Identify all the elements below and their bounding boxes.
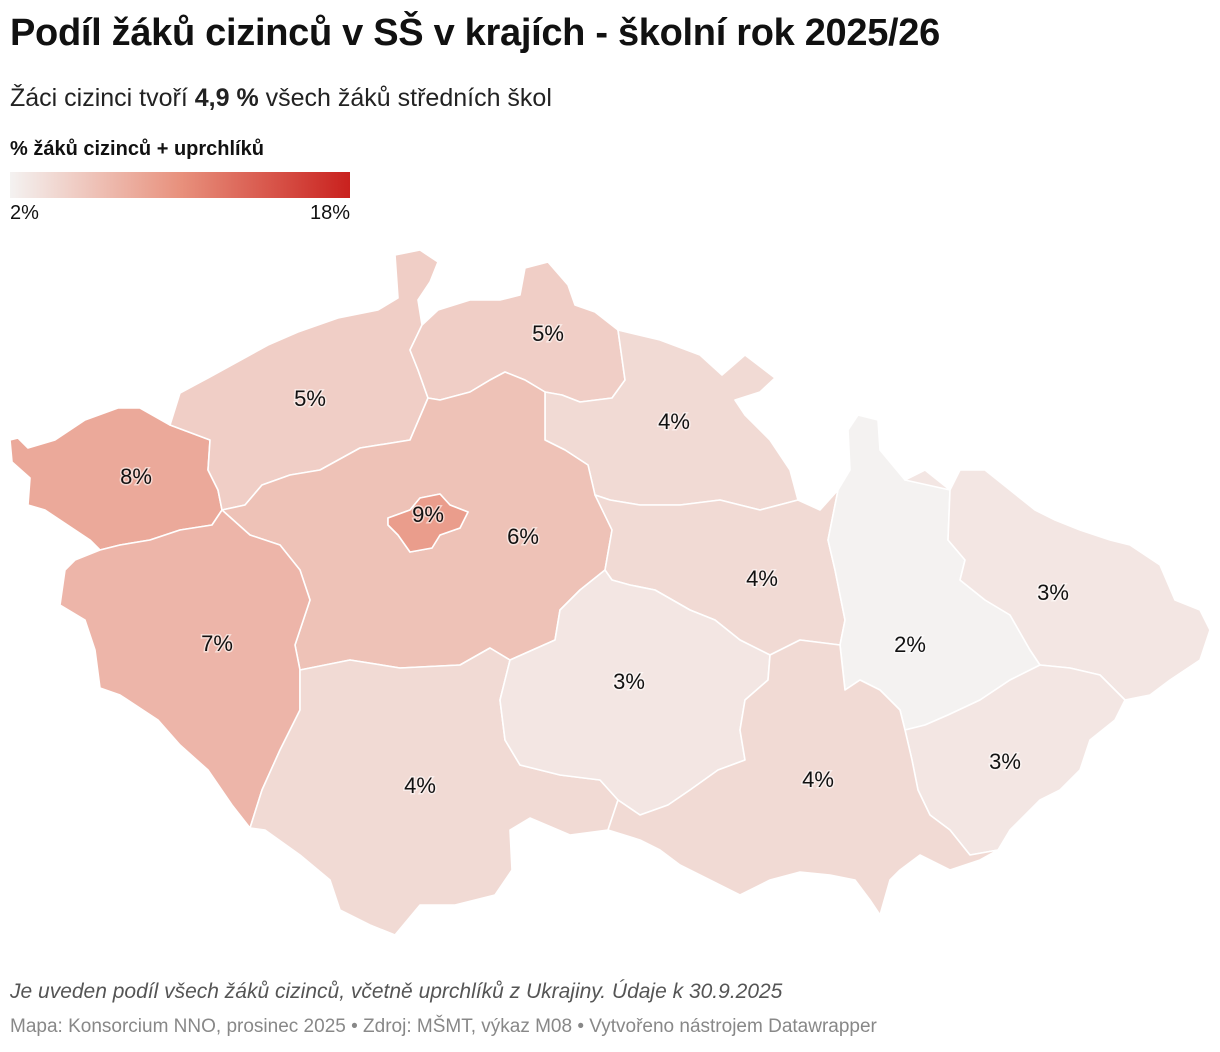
label-pardubicky: 4%	[746, 566, 778, 591]
label-ustecky: 5%	[294, 386, 326, 411]
label-stredocesky: 6%	[507, 524, 539, 549]
legend-color-scale	[10, 172, 350, 198]
subtitle-highlight-value: 4,9 %	[194, 84, 259, 112]
legend-title: % žáků cizinců + uprchlíků	[10, 138, 264, 160]
label-vysocina: 3%	[613, 669, 645, 694]
subtitle-text-end: všech žáků středních škol	[258, 84, 552, 112]
choropleth-map: 8% 5% 5% 4% 9% 6% 7% 4% 2% 3% 3% 4% 4% 3…	[9, 249, 1211, 936]
region-moravskoslezsky[interactable]	[904, 469, 1211, 701]
label-karlovarsky: 8%	[120, 464, 152, 489]
label-kralovehradecky: 4%	[658, 409, 690, 434]
label-liberecky: 5%	[532, 321, 564, 346]
map-title: Podíl žáků cizinců v SŠ v krajích - škol…	[10, 12, 940, 54]
map-subtitle: Žáci cizinci tvoří 4,9 % všech žáků stře…	[10, 84, 552, 113]
legend-max-label: 18%	[309, 202, 350, 224]
label-moravskoslezsky: 3%	[1037, 580, 1069, 605]
label-zlinsky: 3%	[989, 749, 1021, 774]
label-jihomoravsky: 4%	[802, 767, 834, 792]
subtitle-text-start: Žáci cizinci tvoří	[10, 84, 195, 112]
label-plzensky: 7%	[201, 631, 233, 656]
label-olomoucky: 2%	[894, 632, 926, 657]
footnote: Je uveden podíl všech žáků cizinců, včet…	[10, 980, 783, 1003]
label-jihocesky: 4%	[404, 773, 436, 798]
label-praha: 9%	[412, 502, 444, 527]
region-jihomoravsky[interactable]	[607, 639, 999, 916]
legend-min-label: 2%	[10, 202, 39, 224]
source-credit: Mapa: Konsorcium NNO, prosinec 2025 • Zd…	[10, 1016, 877, 1037]
region-praha[interactable]	[387, 493, 469, 553]
region-labels: 8% 5% 5% 4% 9% 6% 7% 4% 2% 3% 3% 4% 4% 3…	[119, 319, 1071, 799]
